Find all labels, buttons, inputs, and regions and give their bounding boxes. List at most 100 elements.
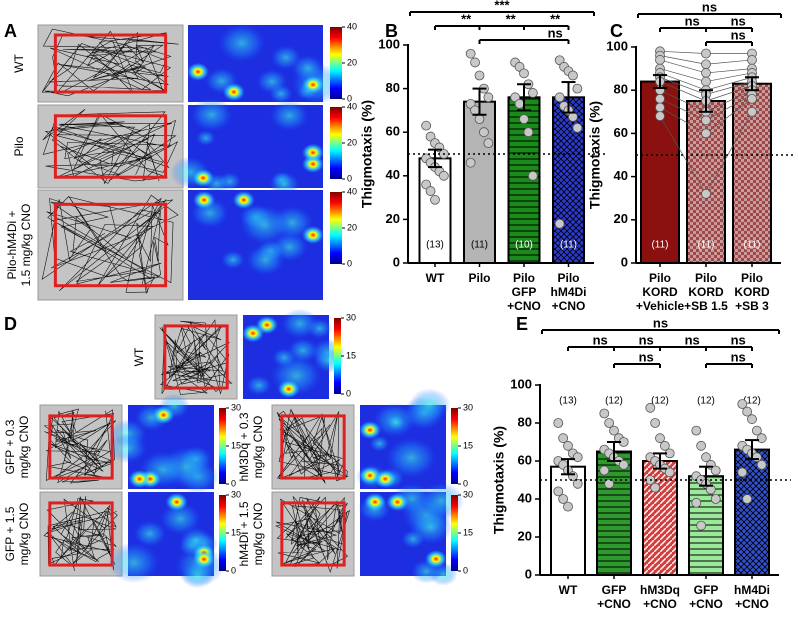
n-label: (12): [697, 396, 715, 407]
data-point: [655, 55, 665, 65]
y-tick-label: 80: [614, 82, 628, 97]
colorbar-tick-label: 30: [463, 489, 473, 499]
heat-blob: [242, 324, 264, 343]
center-zone: [163, 324, 229, 390]
track-image: [271, 404, 355, 490]
heatmap-image: [242, 308, 346, 399]
colorbar-tick-label: 15: [346, 350, 356, 360]
significance-label: ns: [653, 315, 668, 330]
significance-label: **: [506, 11, 517, 26]
data-point: [756, 459, 767, 470]
colorbar: [334, 318, 341, 394]
heat-blob: [108, 542, 160, 584]
colorbar-tick-label: 30: [463, 402, 473, 412]
paired-line: [705, 89, 753, 113]
heat-blob: [369, 435, 390, 452]
paired-line: [659, 55, 707, 65]
x-tick-label: Pilo: [468, 271, 490, 285]
data-point: [650, 482, 661, 493]
x-tick-label: WT: [559, 583, 578, 597]
heat-blob: [195, 129, 216, 146]
row-label: mg/kg CNO: [17, 416, 31, 479]
paired-line: [705, 98, 753, 134]
n-label: (11): [471, 240, 488, 251]
colorbar-tick-label: 40: [347, 101, 357, 111]
data-point: [438, 170, 449, 181]
data-point: [553, 418, 564, 428]
trajectory: [43, 408, 117, 484]
n-label: (10): [515, 240, 533, 251]
data-point: [604, 418, 615, 428]
y-tick-label: 60: [386, 124, 400, 139]
paired-line: [705, 76, 753, 91]
x-tick-label: GFP: [694, 583, 719, 597]
colorbar-tick-label: 0: [463, 565, 468, 575]
heat-blob: [272, 348, 297, 368]
row-label: hM3Dq + 0.3: [237, 412, 251, 481]
y-tick-label: 40: [518, 490, 532, 505]
data-point: [650, 418, 661, 428]
n-label: (11): [743, 240, 760, 251]
data-point: [747, 55, 757, 65]
data-point: [568, 112, 578, 122]
data-point: [756, 433, 767, 444]
colorbar: [330, 107, 342, 179]
track-image: [37, 104, 184, 189]
heat-blob: [256, 69, 288, 95]
heat-blob: [152, 406, 175, 424]
row-label: mg/kg CNO: [251, 416, 265, 479]
x-tick-label: Pilo: [695, 271, 717, 285]
data-point: [751, 425, 762, 436]
x-tick-label: hM4Di: [551, 285, 587, 299]
colorbar: [451, 495, 458, 571]
heat-blob: [386, 493, 409, 511]
heat-blob: [302, 226, 324, 245]
row-label: GFP + 1.5: [3, 506, 17, 561]
significance-label: ns: [731, 13, 746, 28]
row-label: GFP + 0.3: [3, 419, 17, 474]
paired-line: [659, 68, 707, 82]
trajectory: [159, 319, 233, 395]
y-tick-label: 0: [525, 566, 532, 581]
colorbar-tick-label: 0: [347, 93, 352, 103]
n-label: (11): [560, 240, 577, 251]
heatmap-image: [188, 190, 324, 300]
paired-line: [659, 76, 707, 95]
data-point: [572, 83, 583, 94]
n-label: (13): [559, 396, 577, 407]
data-point: [421, 120, 432, 131]
colorbar-tick-label: 20: [347, 57, 357, 67]
heatmap-image: [108, 492, 225, 589]
data-point: [710, 465, 721, 476]
data-point: [514, 98, 525, 109]
y-tick-label: 60: [518, 452, 532, 467]
data-point: [701, 188, 711, 199]
colorbar: [330, 192, 342, 264]
data-point: [474, 114, 485, 125]
colorbar: [330, 27, 342, 99]
data-point: [747, 106, 757, 117]
data-point: [701, 59, 711, 70]
heat-blob: [232, 191, 255, 209]
data-point: [599, 408, 610, 419]
heat-blob: [359, 421, 381, 440]
track-image: [37, 189, 184, 301]
data-point: [645, 402, 656, 413]
colorbar-tick-label: 15: [231, 527, 241, 537]
data-point: [479, 127, 489, 138]
colorbar-tick-label: 20: [347, 222, 357, 232]
x-tick-label: GFP: [512, 285, 537, 299]
heat-blob: [109, 433, 148, 464]
data-point: [519, 114, 529, 125]
y-tick-label: 20: [518, 528, 532, 543]
panel-label: E: [516, 314, 528, 334]
y-tick-label: 40: [386, 167, 400, 182]
trajectory: [275, 496, 351, 573]
center-zone: [280, 501, 346, 567]
x-tick-label: +CNO: [552, 299, 586, 313]
heat-blob: [302, 75, 324, 94]
trajectory: [42, 109, 179, 185]
y-tick-label: 40: [614, 168, 628, 183]
row-label: WT: [12, 54, 26, 73]
x-tick-label: +CNO: [597, 597, 631, 611]
